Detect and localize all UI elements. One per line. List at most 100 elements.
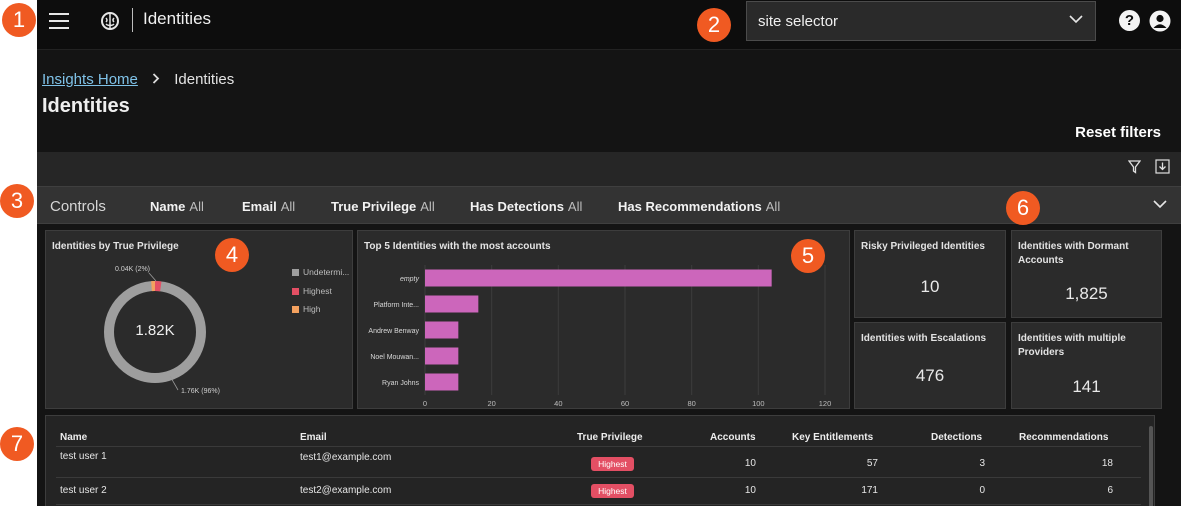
filter-true-privilege[interactable]: True Privilege All [331,199,435,214]
column-header-key-entitlements[interactable]: Key Entitlements [792,432,874,443]
brain-logo-icon [100,11,120,31]
leader-line-bottom [169,375,179,391]
kpi-value: 476 [915,366,945,385]
reset-filters-button[interactable]: Reset filters [1075,124,1161,141]
app-title: Identities [143,9,212,28]
callout-3: 3 [0,184,34,218]
user-avatar-icon[interactable] [1149,10,1171,32]
bar-chart: 0 20 40 60 80 100 120 empty Platform Inte... Andr… [368,265,831,408]
y-tick-label: Platform Inte... [373,302,419,309]
site-selector-dropdown[interactable]: site selector [746,1,1096,41]
bar[interactable] [425,347,459,365]
x-tick-label: 0 [423,399,427,408]
legend-swatch [292,269,299,276]
row-divider [56,504,1141,505]
cell-key-entitlements: 171 [861,485,878,496]
bar-chart-panel: Top 5 Identities with the most accounts … [357,230,850,409]
legend-label: Highest [303,286,332,296]
row-divider [56,477,1141,478]
download-icon[interactable] [1155,159,1170,174]
donut-label-top: 0.04K (2%) [115,266,151,273]
x-tick-label: 20 [487,399,495,408]
filter-value: All [765,199,781,214]
identities-table: Name Email True Privilege Accounts Key E… [45,415,1155,506]
kpi-multiple-providers[interactable]: Identities with multiple Providers 141 [1011,322,1162,409]
filter-label: Has Recommendations [618,199,762,214]
bar[interactable] [425,321,459,339]
filter-value: All [189,199,204,214]
cell-name: test user 1 [60,451,107,462]
kpi-escalations[interactable]: Identities with Escalations 476 [854,322,1006,409]
column-header-recommendations[interactable]: Recommendations [1019,432,1109,443]
x-tick-label: 100 [752,399,765,408]
bar[interactable] [425,373,459,391]
y-tick-label: Andrew Benway [368,328,419,335]
filter-label: Has Detections [470,199,564,214]
chevron-right-icon [152,71,160,88]
filter-value: All [420,199,435,214]
top-bar: Identities site selector ? [37,0,1181,50]
cell-recommendations: 18 [1101,458,1113,469]
help-icon[interactable]: ? [1119,10,1140,31]
filter-value: All [280,199,296,214]
table-scrollbar[interactable] [1149,426,1153,506]
cell-email: test1@example.com [300,452,392,463]
column-header-email[interactable]: Email [300,432,327,443]
callout-6: 6 [1006,191,1040,225]
callout-2: 2 [697,8,731,42]
legend-swatch [292,288,299,295]
legend-item-undetermined[interactable]: Undetermi... [292,267,349,277]
y-tick-label: Noel Mouwan... [370,354,419,361]
cell-key-entitlements: 57 [866,458,878,469]
x-tick-label: 60 [621,399,629,408]
hamburger-menu-icon[interactable] [49,10,71,32]
title-separator [132,8,133,32]
chevron-down-icon[interactable] [1153,200,1167,209]
y-tick-label: Ryan Johns [382,380,419,387]
kpi-risky-privileged[interactable]: Risky Privileged Identities 10 [854,230,1006,318]
filter-value: All [567,199,583,214]
callout-7: 7 [0,427,34,461]
kpi-title: Identities with Escalations [861,333,987,344]
column-header-detections[interactable]: Detections [931,432,983,443]
legend-item-highest[interactable]: Highest [292,286,332,296]
column-header-true-privilege[interactable]: True Privilege [577,432,643,443]
cell-name: test user 2 [60,485,107,496]
legend-swatch [292,306,299,313]
cell-detections: 0 [979,485,985,496]
donut-chart-title: Identities by True Privilege [52,241,179,252]
cell-recommendations: 6 [1107,485,1113,496]
column-header-name[interactable]: Name [60,432,88,443]
donut-center-total: 1.82K [135,322,175,339]
legend-label: High [303,304,321,314]
filter-label: Name [150,199,186,214]
column-header-accounts[interactable]: Accounts [710,432,756,443]
kpi-dormant-accounts[interactable]: Identities with Dormant Accounts 1,825 [1011,230,1162,318]
cell-accounts: 10 [744,458,756,469]
privilege-badge: Highest [591,457,634,471]
filter-has-detections[interactable]: Has Detections All [470,199,582,214]
legend-label: Undetermi... [303,267,350,277]
kpi-title: Identities with multiple Providers [1018,333,1126,358]
filter-has-recommendations[interactable]: Has Recommendations All [618,199,780,214]
leader-line-top [148,272,157,282]
filter-label: True Privilege [331,199,417,214]
cell-accounts: 10 [744,485,756,496]
bar[interactable] [425,295,479,313]
bar[interactable] [425,269,772,287]
app-window: Identities site selector ? Insights Home… [37,0,1181,506]
kpi-value: 10 [920,277,940,296]
legend-item-high[interactable]: High [292,304,320,314]
filter-email[interactable]: Email All [242,199,295,214]
donut-label-bottom: 1.76K (96%) [181,388,220,395]
cell-email: test2@example.com [300,485,392,496]
x-tick-label: 80 [687,399,695,408]
donut-chart-panel: Identities by True Privilege 0.04K (2%) … [45,230,353,409]
breadcrumb-home-link[interactable]: Insights Home [42,71,138,88]
kpi-value: 1,825 [1065,284,1108,303]
bar-chart-title: Top 5 Identities with the most accounts [364,241,551,252]
cell-detections: 3 [979,458,985,469]
filter-name[interactable]: Name All [150,199,204,214]
filter-icon[interactable] [1128,160,1141,174]
donut-chart [104,272,206,391]
